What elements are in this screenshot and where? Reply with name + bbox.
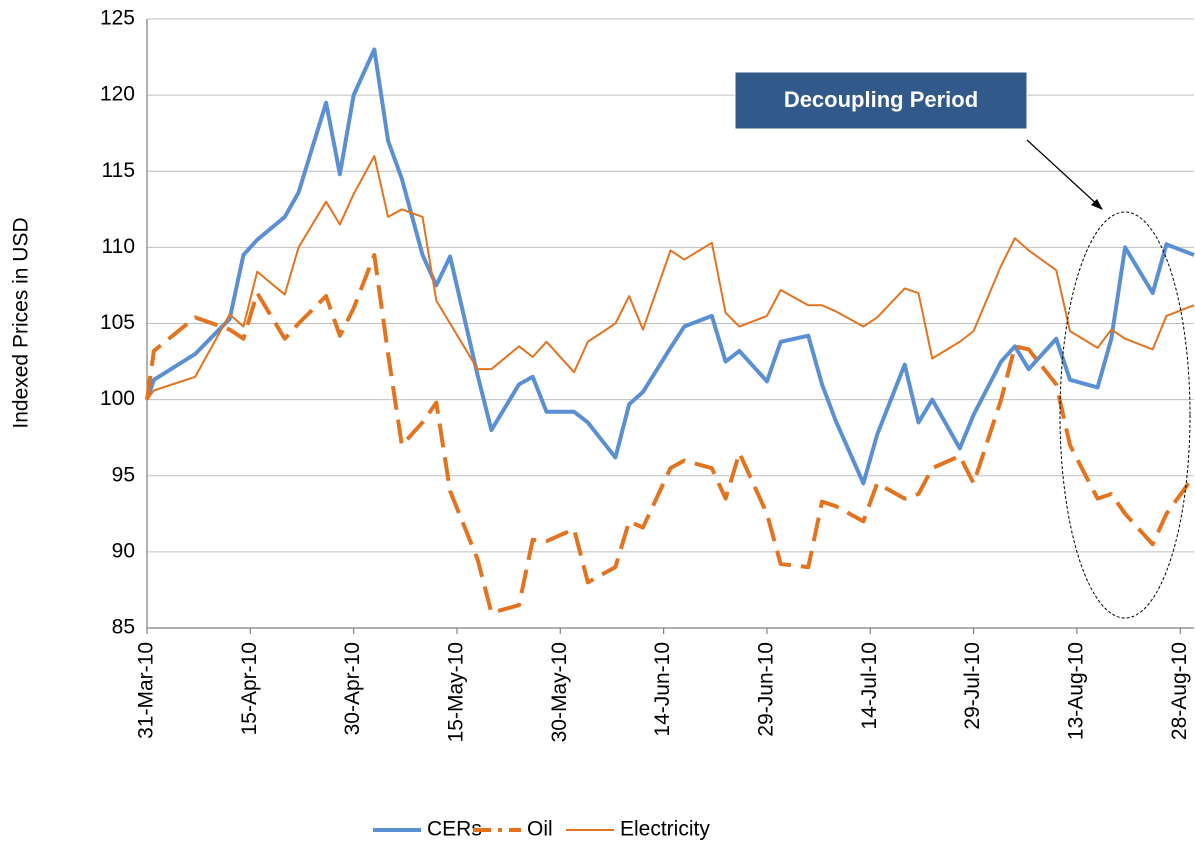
x-tick-label: 30-May-10 bbox=[548, 642, 571, 742]
arrow-head bbox=[1091, 199, 1103, 210]
series-line bbox=[146, 155, 1195, 401]
legend-label: CERs bbox=[427, 818, 482, 841]
x-tick-label: 28-Aug-10 bbox=[1168, 642, 1191, 740]
annotation-arrow bbox=[1026, 139, 1101, 208]
annotation: Decoupling Period bbox=[734, 71, 1028, 130]
y-tick-label: 90 bbox=[112, 539, 135, 562]
series-line bbox=[145, 47, 1195, 486]
annotation-text: Decoupling Period bbox=[784, 87, 978, 112]
plot: 85 90 95 100 105 110 115 120 125 31-Mar-10 15-Apr-… bbox=[100, 7, 1195, 841]
x-tick-label: 13-Aug-10 bbox=[1064, 642, 1087, 740]
series-line bbox=[145, 252, 1195, 615]
x-tick-label: 15-Apr-10 bbox=[238, 642, 261, 735]
highlight-ellipse bbox=[1059, 211, 1191, 619]
y-axis-label: Indexed Prices in USD bbox=[10, 217, 33, 428]
legend-label: Oil bbox=[527, 818, 553, 841]
y-tick-label: 125 bbox=[100, 7, 135, 30]
x-tick-label: 14-Jun-10 bbox=[651, 642, 674, 737]
y-tick-label: 105 bbox=[100, 311, 135, 334]
y-tick-label: 110 bbox=[102, 235, 135, 258]
y-tick-label: 95 bbox=[112, 463, 135, 486]
x-tick-label: 30-Apr-10 bbox=[341, 642, 364, 735]
y-tick-label: 120 bbox=[100, 83, 135, 106]
y-tick-label: 115 bbox=[102, 159, 135, 182]
x-tick-label: 31-Mar-10 bbox=[135, 642, 158, 739]
x-tick-label: 29-Jul-10 bbox=[961, 642, 984, 730]
legend: CERs Oil Electricity bbox=[373, 818, 710, 841]
x-tick-label: 15-May-10 bbox=[445, 642, 468, 742]
y-tick-label: 100 bbox=[100, 387, 135, 410]
legend-label: Electricity bbox=[620, 818, 710, 841]
x-tick-label: 14-Jul-10 bbox=[858, 642, 881, 730]
y-tick-label: 85 bbox=[112, 616, 135, 639]
x-tick-label: 29-Jun-10 bbox=[754, 642, 777, 737]
annotation-box bbox=[734, 71, 1028, 130]
